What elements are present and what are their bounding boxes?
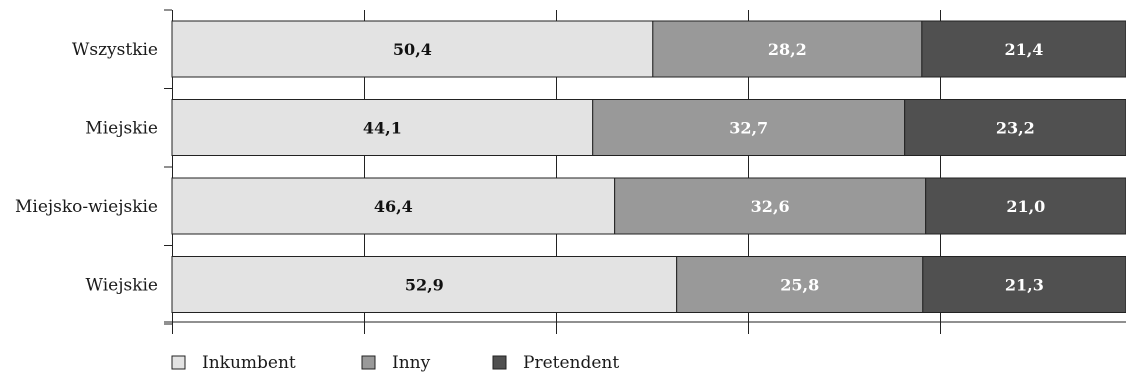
bar-pretendent-3 <box>922 256 1126 313</box>
data-label-pretendent-2: 21,0 <box>1006 197 1045 216</box>
category-label-3: Wiejskie <box>86 276 158 296</box>
bar-pretendent-1 <box>904 99 1126 156</box>
bar-inny-0 <box>652 20 923 78</box>
bar-inny-3 <box>676 256 924 313</box>
data-label-inkumbent-1: 44,1 <box>363 119 402 138</box>
bar-inkumbent-1 <box>171 99 594 156</box>
data-label-pretendent-1: 23,2 <box>996 119 1035 138</box>
legend-swatch-pretendent <box>492 355 507 370</box>
bar-inny-2 <box>614 177 927 235</box>
data-label-inny-1: 32,7 <box>729 119 768 138</box>
data-label-inny-0: 28,2 <box>768 40 807 59</box>
bar-inkumbent-2 <box>171 177 616 235</box>
category-label-0: Wszystkie <box>72 40 158 60</box>
legend-swatch-inkumbent <box>171 355 186 370</box>
legend-label-inny: Inny <box>392 353 431 373</box>
data-label-pretendent-3: 21,3 <box>1005 276 1044 295</box>
legend-label-pretendent: Pretendent <box>523 353 619 373</box>
data-label-inkumbent-0: 50,4 <box>393 40 432 59</box>
data-label-inkumbent-3: 52,9 <box>405 276 444 295</box>
data-label-pretendent-0: 21,4 <box>1004 40 1043 59</box>
bar-inny-1 <box>592 99 906 156</box>
bar-inkumbent-3 <box>171 256 678 313</box>
bar-pretendent-2 <box>925 177 1126 235</box>
bar-pretendent-0 <box>921 20 1126 78</box>
data-label-inkumbent-2: 46,4 <box>374 197 413 216</box>
data-label-inny-2: 32,6 <box>751 197 790 216</box>
category-label-2: Miejsko-wiejskie <box>15 197 158 217</box>
legend-label-inkumbent: Inkumbent <box>202 353 296 373</box>
bar-inkumbent-0 <box>171 20 654 78</box>
data-label-inny-3: 25,8 <box>780 276 819 295</box>
category-label-1: Miejskie <box>85 119 158 139</box>
legend-swatch-inny <box>361 355 376 370</box>
